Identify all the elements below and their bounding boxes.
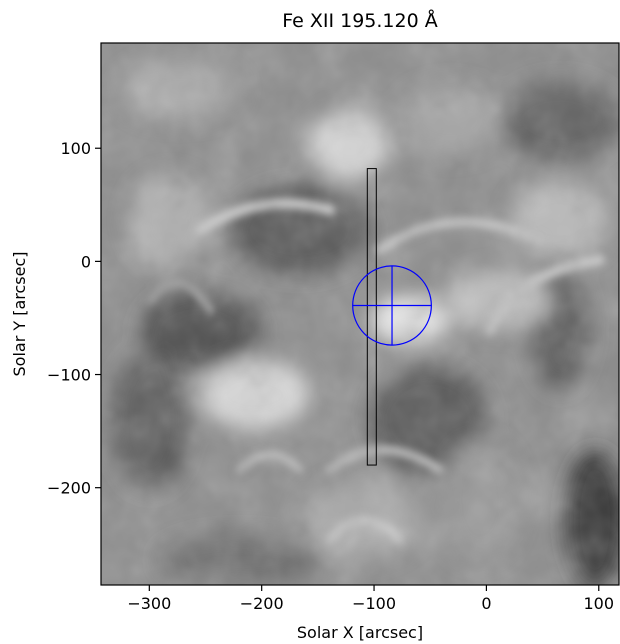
y-axis-label: Solar Y [arcsec] — [10, 251, 29, 376]
y-tick-label: −200 — [47, 479, 91, 498]
x-axis-label: Solar X [arcsec] — [297, 623, 423, 642]
y-tick-label: −100 — [47, 366, 91, 385]
x-tick-label: −300 — [127, 594, 171, 613]
x-tick-label: −200 — [240, 594, 284, 613]
slit-rectangle — [366, 168, 377, 466]
chart-title: Fe XII 195.120 Å — [282, 9, 438, 32]
solar-image — [101, 43, 619, 585]
x-tick-label: −100 — [352, 594, 396, 613]
x-tick-label: 100 — [584, 594, 615, 613]
axes-frame — [100, 42, 620, 586]
x-tick-label: 0 — [481, 594, 491, 613]
y-tick-label: 0 — [81, 252, 91, 271]
y-tick-label: 100 — [60, 139, 91, 158]
